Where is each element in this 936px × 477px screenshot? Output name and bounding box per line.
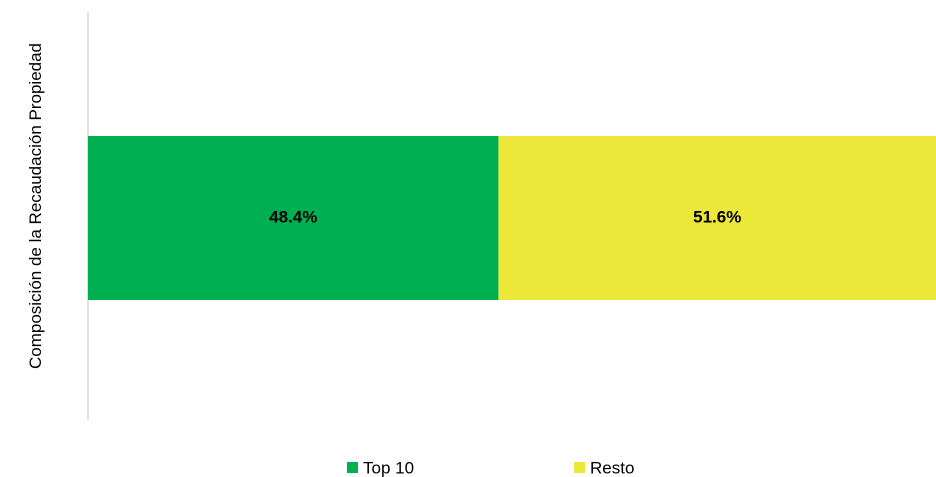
- legend-label: Top 10: [363, 458, 414, 477]
- legend-swatch: [574, 462, 585, 473]
- bar-segment: [498, 136, 936, 300]
- legend-swatch: [347, 462, 358, 473]
- data-label: 51.6%: [693, 207, 741, 226]
- legend-label: Resto: [590, 458, 634, 477]
- bar-segment: [88, 136, 499, 300]
- category-label: Composición de la Recaudación Propiedad: [26, 42, 45, 370]
- data-label: 48.4%: [269, 207, 317, 226]
